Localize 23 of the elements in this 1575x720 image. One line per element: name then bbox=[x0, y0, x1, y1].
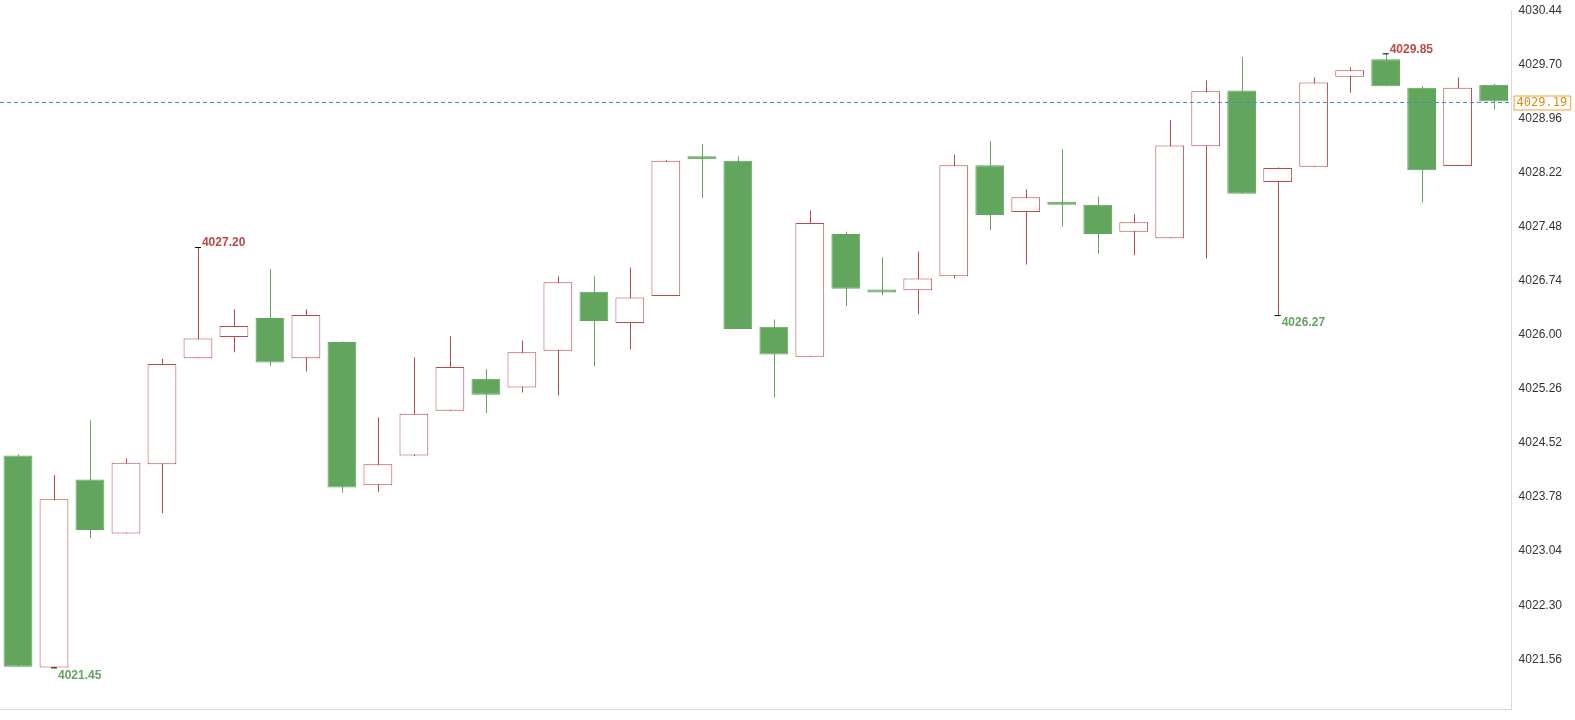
candlestick bbox=[867, 256, 897, 296]
y-tick-label: 4026.74 bbox=[1518, 273, 1563, 287]
annotation: 4029.85 bbox=[1389, 41, 1434, 56]
y-tick-label: 4030.44 bbox=[1518, 2, 1563, 17]
candlestick bbox=[1047, 148, 1077, 228]
annotation: 4026.27 bbox=[1281, 315, 1326, 330]
candlestick bbox=[1335, 66, 1365, 94]
y-tick-label: 4027.48 bbox=[1518, 218, 1563, 233]
candlestick bbox=[1263, 166, 1293, 316]
y-tick-label: 4028.22 bbox=[1518, 164, 1563, 179]
y-tick-label: 4022.30 bbox=[1518, 597, 1563, 612]
candlestick bbox=[687, 143, 717, 199]
y-tick-label: 4021.56 bbox=[1518, 651, 1563, 666]
y-tick-label: 4028.96 bbox=[1518, 110, 1563, 125]
y-tick-label: 4023.78 bbox=[1518, 489, 1563, 504]
y-tick-label: 4029.70 bbox=[1518, 56, 1563, 71]
y-tick-label: 4026.00 bbox=[1518, 327, 1563, 342]
y-tick-label: 4024.52 bbox=[1518, 435, 1563, 450]
y-tick-label: 4025.26 bbox=[1518, 381, 1563, 396]
ref-line-label: 4029.19 bbox=[1516, 94, 1568, 109]
annotation: 4027.20 bbox=[201, 235, 246, 250]
y-tick-label: 4023.04 bbox=[1518, 543, 1563, 558]
annotation: 4021.45 bbox=[57, 667, 102, 682]
